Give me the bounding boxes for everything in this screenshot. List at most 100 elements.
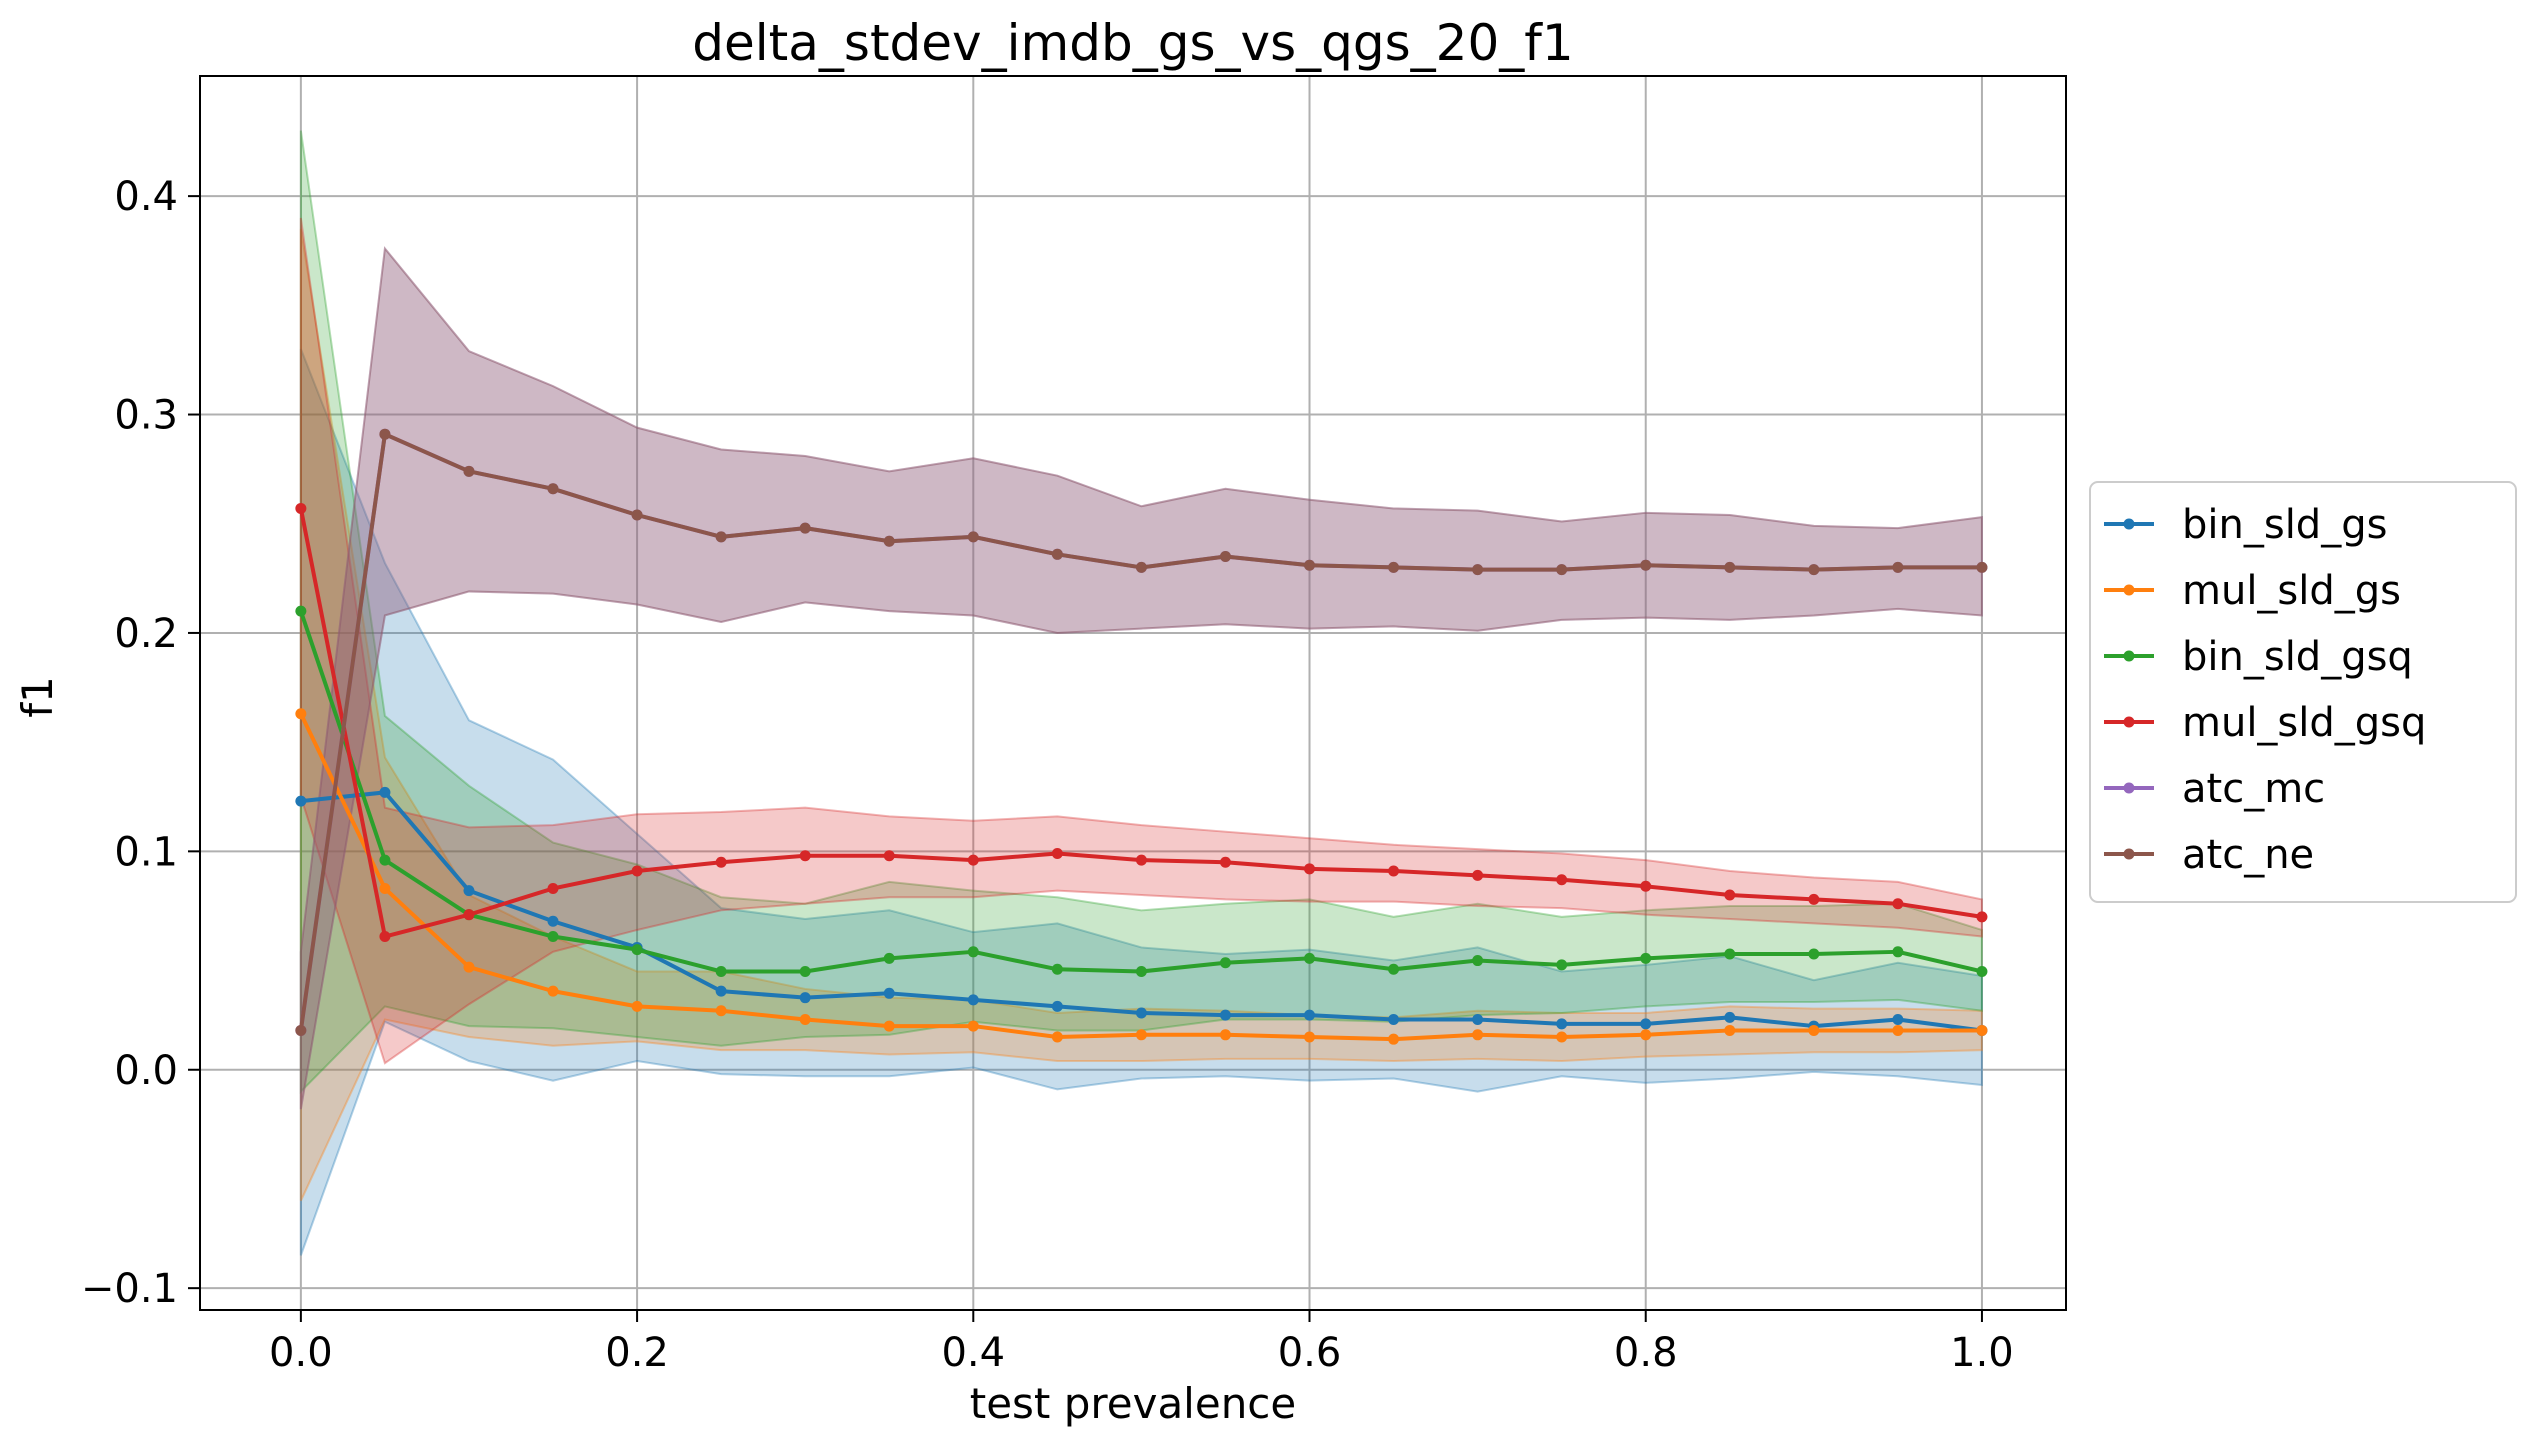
point-bin_sld_gsq <box>1724 948 1736 960</box>
y-tick-label: 0.0 <box>114 1048 178 1094</box>
point-bin_sld_gsq <box>1472 955 1484 967</box>
point-bin_sld_gs <box>1724 1011 1736 1023</box>
point-bin_sld_gs <box>1304 1009 1316 1021</box>
series-atc_ne <box>295 428 1988 1036</box>
series-mul_sld_gsq <box>295 502 1988 943</box>
y-tick-label: −0.1 <box>81 1266 178 1312</box>
point-bin_sld_gsq <box>967 946 979 958</box>
point-mul_sld_gsq <box>1892 898 1904 910</box>
point-mul_sld_gsq <box>463 909 475 921</box>
point-mul_sld_gsq <box>715 856 727 868</box>
legend-label: atc_mc <box>2182 766 2325 812</box>
legend-item-mul_sld_gs: mul_sld_gs <box>2104 568 2401 614</box>
point-mul_sld_gsq <box>547 882 559 894</box>
point-bin_sld_gsq <box>295 605 307 617</box>
legend-item-atc_ne: atc_ne <box>2104 832 2314 878</box>
point-atc_ne <box>1640 559 1652 571</box>
y-tick-label: 0.3 <box>114 393 178 439</box>
point-atc_ne <box>295 1024 307 1036</box>
point-bin_sld_gs <box>1051 1000 1063 1012</box>
legend-label: mul_sld_gs <box>2182 568 2401 614</box>
point-mul_sld_gs <box>1388 1033 1400 1045</box>
point-mul_sld_gsq <box>967 854 979 866</box>
legend-box <box>2089 481 2517 903</box>
point-atc_ne <box>1892 561 1904 573</box>
point-bin_sld_gsq <box>799 965 811 977</box>
legend-swatch-marker <box>2123 782 2135 794</box>
point-mul_sld_gs <box>1135 1029 1147 1041</box>
point-mul_sld_gsq <box>1808 893 1820 905</box>
point-bin_sld_gs <box>799 992 811 1004</box>
point-mul_sld_gsq <box>1304 863 1316 875</box>
x-tick-label: 0.2 <box>605 1330 669 1376</box>
point-mul_sld_gsq <box>799 850 811 862</box>
legend-item-bin_sld_gs: bin_sld_gs <box>2104 502 2387 548</box>
x-axis-label: test prevalence <box>970 1379 1297 1428</box>
legend-label: atc_ne <box>2182 832 2314 878</box>
legend-swatch-marker <box>2123 848 2135 860</box>
point-mul_sld_gs <box>1892 1024 1904 1036</box>
series-bin_sld_gs <box>295 786 1988 1036</box>
band-atc_mc <box>299 246 1983 1110</box>
point-mul_sld_gsq <box>379 931 391 943</box>
point-mul_sld_gs <box>295 708 307 720</box>
point-mul_sld_gs <box>379 882 391 894</box>
point-bin_sld_gsq <box>1556 959 1568 971</box>
point-mul_sld_gsq <box>631 865 643 877</box>
point-mul_sld_gs <box>1976 1024 1988 1036</box>
point-bin_sld_gs <box>1135 1007 1147 1019</box>
x-tick-label: 0.6 <box>1278 1330 1342 1376</box>
point-mul_sld_gsq <box>1976 911 1988 923</box>
point-bin_sld_gs <box>1892 1014 1904 1026</box>
point-bin_sld_gsq <box>1219 957 1231 969</box>
point-atc_ne <box>547 483 559 495</box>
point-atc_ne <box>1219 550 1231 562</box>
legend-item-bin_sld_gsq: bin_sld_gsq <box>2104 634 2413 680</box>
series-mul_sld_gs <box>295 708 1988 1045</box>
point-bin_sld_gsq <box>1640 952 1652 964</box>
x-tick-label: 0.8 <box>1614 1330 1678 1376</box>
point-bin_sld_gsq <box>883 952 895 964</box>
band-atc_ne <box>299 246 1983 1110</box>
legend-swatch-marker <box>2123 584 2135 596</box>
point-mul_sld_gs <box>1051 1031 1063 1043</box>
x-tick-label: 0.0 <box>269 1330 333 1376</box>
point-bin_sld_gsq <box>1304 952 1316 964</box>
point-bin_sld_gsq <box>1051 963 1063 975</box>
legend-label: bin_sld_gsq <box>2182 634 2413 680</box>
point-atc_ne <box>715 531 727 543</box>
point-atc_ne <box>883 535 895 547</box>
point-bin_sld_gs <box>1640 1018 1652 1030</box>
point-bin_sld_gsq <box>1808 948 1820 960</box>
point-bin_sld_gs <box>1388 1014 1400 1026</box>
point-atc_ne <box>463 465 475 477</box>
point-mul_sld_gsq <box>1556 874 1568 886</box>
point-bin_sld_gsq <box>631 944 643 956</box>
point-mul_sld_gs <box>1304 1031 1316 1043</box>
legend-swatch-marker <box>2123 716 2135 728</box>
point-bin_sld_gsq <box>379 854 391 866</box>
point-bin_sld_gs <box>715 985 727 997</box>
point-mul_sld_gsq <box>295 502 307 514</box>
point-bin_sld_gs <box>1472 1014 1484 1026</box>
x-tick-label: 0.4 <box>941 1330 1005 1376</box>
point-mul_sld_gsq <box>1051 848 1063 860</box>
legend-item-atc_mc: atc_mc <box>2104 766 2325 812</box>
point-bin_sld_gs <box>379 786 391 798</box>
legend-swatch-marker <box>2123 518 2135 530</box>
point-atc_ne <box>799 522 811 534</box>
point-bin_sld_gs <box>1219 1009 1231 1021</box>
point-atc_ne <box>967 531 979 543</box>
legend: bin_sld_gs mul_sld_gs bin_sld_gsq mul_sld_g… <box>2089 481 2517 903</box>
point-mul_sld_gs <box>1472 1029 1484 1041</box>
grid <box>200 76 2066 1310</box>
point-mul_sld_gs <box>967 1020 979 1032</box>
plot-frame <box>199 75 2067 1311</box>
point-mul_sld_gs <box>715 1005 727 1017</box>
band-mul_sld_gsq <box>299 217 1983 1065</box>
point-mul_sld_gs <box>799 1014 811 1026</box>
legend-item-mul_sld_gsq: mul_sld_gsq <box>2104 700 2426 746</box>
point-bin_sld_gs <box>967 994 979 1006</box>
point-atc_ne <box>379 428 391 440</box>
